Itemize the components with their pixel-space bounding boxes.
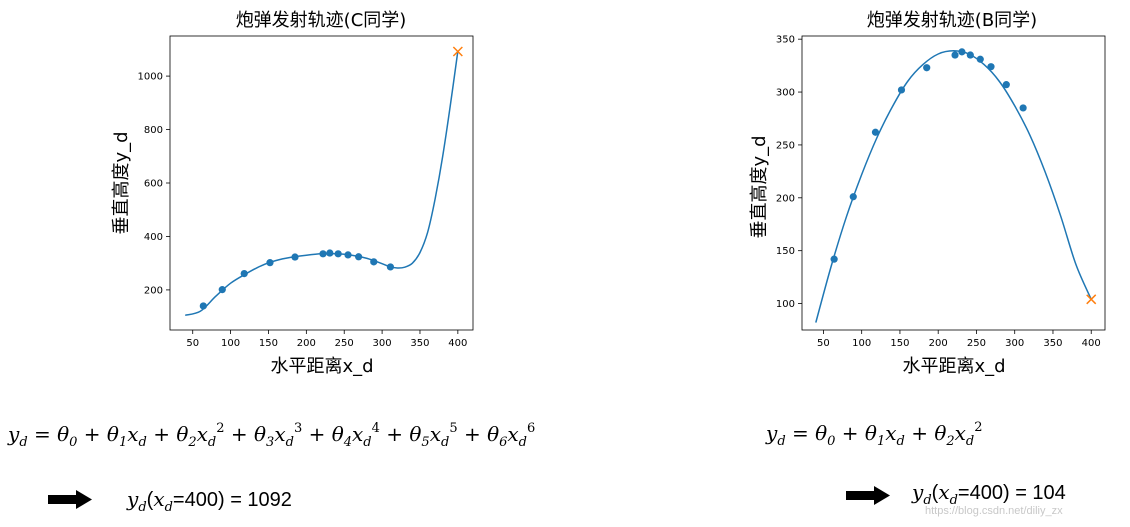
data-point (355, 253, 363, 261)
arrow-right-icon (846, 486, 890, 505)
data-point (830, 255, 838, 263)
prediction-marker (452, 46, 463, 57)
x-tick-label: 200 (297, 338, 316, 349)
fit-curve (815, 50, 1092, 323)
x-tick-label: 400 (448, 338, 467, 349)
y-tick-label: 100 (776, 299, 795, 310)
watermark: https://blog.csdn.net/diliy_zx (925, 505, 1063, 517)
data-point (291, 253, 299, 261)
data-point (951, 51, 959, 59)
y-tick-label: 200 (776, 193, 795, 204)
x-axis: 50 100 150 200 250 300 350 400 (817, 330, 1101, 349)
prediction-marker (1086, 294, 1097, 305)
x-tick-label: 300 (1005, 338, 1024, 349)
data-point (386, 263, 395, 271)
result-right-value: = 104 (1015, 482, 1066, 504)
data-point (923, 64, 931, 72)
result-right: yd(xd=400) = 104 (846, 480, 1066, 508)
x-tick-label: 250 (335, 338, 354, 349)
x-tick-label: 250 (967, 338, 986, 349)
data-point (871, 128, 880, 136)
x-axis-label: 水平距离x_d (902, 356, 1005, 377)
chart-title: 炮弹发射轨迹(C同学) (236, 10, 407, 31)
chart-left: 炮弹发射轨迹(C同学) 50 100 150 200 250 300 350 400 200 4… (111, 10, 474, 377)
y-axis-label: 垂直高度y_d (111, 131, 132, 234)
data-point (240, 270, 248, 278)
y-tick-label: 300 (776, 88, 795, 99)
result-right-text: yd(xd=400) = 104 (911, 480, 1066, 508)
result-left-value: = 1092 (230, 489, 292, 511)
x-axis-label: 水平距离x_d (270, 356, 373, 377)
data-points (830, 48, 1027, 263)
result-left-text: yd(xd=400) = 1092 (126, 487, 292, 515)
prediction-x-stroke (452, 46, 463, 57)
x-tick-label: 200 (929, 338, 948, 349)
fit-curve (184, 51, 459, 317)
data-point (370, 258, 378, 266)
data-point (849, 193, 857, 201)
data-point (976, 55, 984, 63)
data-point (958, 48, 966, 56)
y-tick-label: 250 (776, 140, 795, 151)
data-point (218, 286, 226, 294)
data-point (266, 259, 274, 267)
x-tick-label: 300 (373, 338, 392, 349)
data-point (326, 249, 334, 257)
result-left: yd(xd=400) = 1092 (48, 487, 292, 515)
equation-right: yd = θ0 + θ1xd + θ2xd2 (765, 420, 983, 449)
data-point (966, 51, 974, 59)
y-axis: 100 150 200 250 300 350 (776, 35, 802, 310)
data-points (199, 249, 395, 310)
data-point (1002, 81, 1010, 89)
chart-title: 炮弹发射轨迹(B同学) (867, 10, 1037, 31)
y-tick-label: 600 (144, 179, 163, 190)
y-tick-label: 150 (776, 246, 795, 257)
x-tick-label: 400 (1082, 338, 1101, 349)
x-tick-label: 50 (186, 338, 199, 349)
y-axis: 200 400 600 800 1000 (138, 72, 170, 296)
arrow-right-icon (48, 490, 92, 509)
x-tick-label: 100 (852, 338, 871, 349)
data-point (344, 251, 352, 259)
y-tick-label: 200 (144, 285, 163, 296)
data-point (897, 86, 906, 94)
y-tick-label: 400 (144, 232, 163, 243)
x-tick-label: 350 (410, 338, 429, 349)
y-axis-label: 垂直高度y_d (749, 135, 770, 238)
x-tick-label: 150 (259, 338, 278, 349)
y-tick-label: 350 (776, 35, 795, 46)
plot-frame (169, 35, 474, 331)
x-tick-label: 50 (817, 338, 830, 349)
data-point (1019, 104, 1027, 112)
plot-frame (801, 35, 1106, 331)
data-point (319, 250, 327, 258)
equation-left: yd = θ0 + θ1xd + θ2xd2 + θ3xd3 + θ4xd4 +… (7, 421, 535, 450)
y-tick-label: 800 (144, 125, 163, 136)
data-point (199, 302, 207, 310)
y-tick-label: 1000 (138, 72, 163, 83)
x-tick-label: 100 (221, 338, 240, 349)
data-point (987, 63, 995, 71)
x-tick-label: 350 (1043, 338, 1062, 349)
x-axis: 50 100 150 200 250 300 350 400 (186, 330, 467, 349)
data-point (334, 250, 342, 258)
chart-right: 炮弹发射轨迹(B同学) 50 100 150 200 250 300 350 400 1001… (749, 10, 1106, 377)
x-tick-label: 150 (890, 338, 909, 349)
prediction-x-stroke (1086, 294, 1097, 305)
